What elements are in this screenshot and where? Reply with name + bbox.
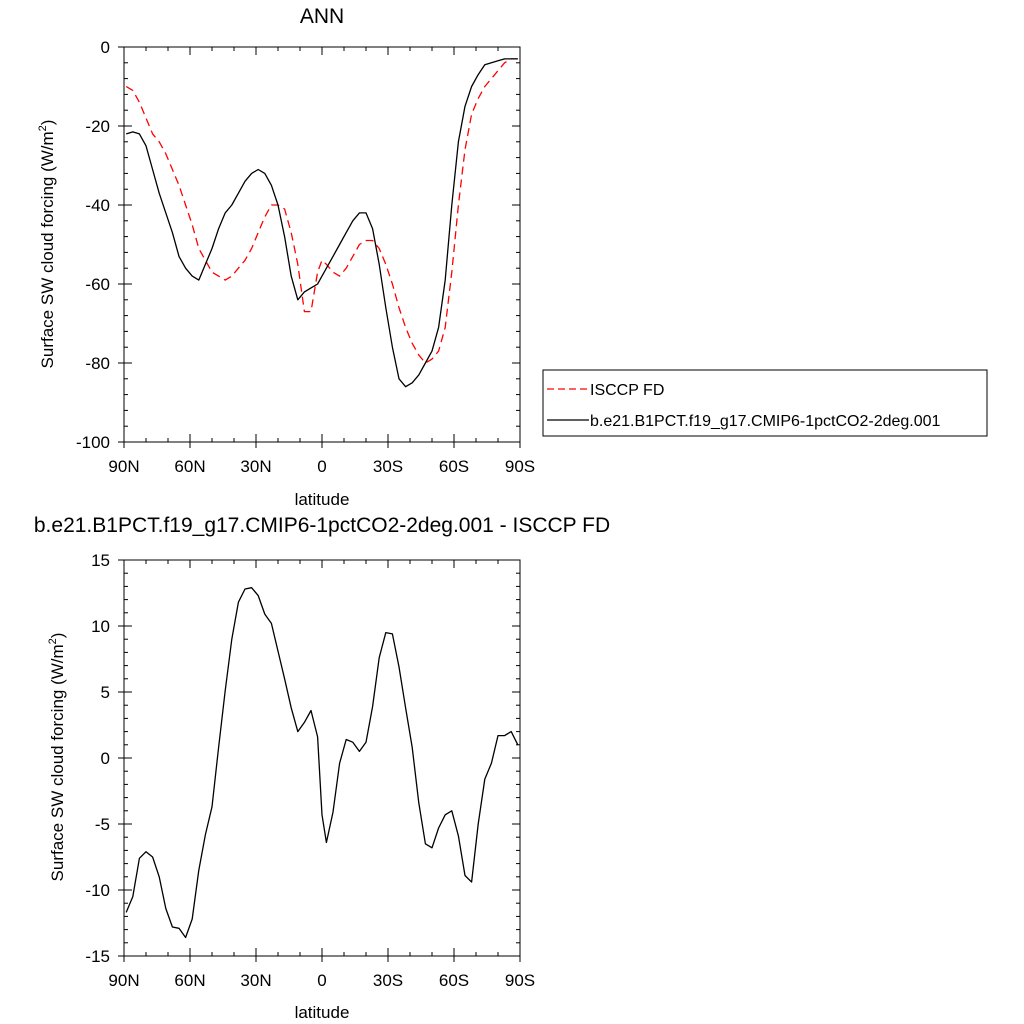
panel1-x-axis-label: latitude (295, 490, 350, 509)
panel2-series (125, 587, 519, 939)
panel1-y-tick-label: -80 (85, 354, 110, 373)
panel2-y-axis-label-sup: 2 (47, 638, 59, 644)
panel1-series-line-model (126, 58, 518, 388)
panel1-x-tick-label: 30N (240, 457, 271, 476)
panel1-y-tick-label: -20 (85, 117, 110, 136)
panel2-y-tick-label: -10 (85, 881, 110, 900)
panel1-ticks (118, 46, 521, 448)
panel1-x-tick-label: 30S (373, 457, 403, 476)
panel2-x-axis-label: latitude (295, 1003, 350, 1022)
legend-label-obs: ISCCP FD (590, 382, 664, 399)
panel1-x-tick-label: 60N (174, 457, 205, 476)
legend-box (542, 369, 988, 437)
panel1-title: ANN (300, 5, 344, 28)
panel2-title: b.e21.B1PCT.f19_g17.CMIP6-1pctCO2-2deg.0… (34, 514, 610, 537)
panel2-y-tick-label: 5 (101, 683, 110, 702)
panel2-ticks (118, 559, 521, 962)
panel2-y-axis-label-end: ) (48, 633, 67, 639)
panel2-y-tick-label: 0 (101, 749, 110, 768)
panel2-y-tick-label: 10 (91, 617, 110, 636)
panel1-y-axis-label: Surface SW cloud forcing (W/m2) (37, 120, 57, 369)
panel1-x-tick-label: 60S (439, 457, 469, 476)
panel2-x-tick-label: 30N (240, 971, 271, 990)
panel1-y-tick-label: 0 (101, 38, 110, 57)
panel1-y-axis-label-sup: 2 (37, 125, 49, 131)
panel2-x-tick-labels: 90N 60N 30N 0 30S 60S 90S (108, 971, 535, 990)
panel1-y-axis-label-end: ) (38, 120, 57, 126)
panel1-x-tick-labels: 90N 60N 30N 0 30S 60S 90S (108, 457, 535, 476)
panel2-x-tick-label: 90N (108, 971, 139, 990)
panel1-x-tick-label: 90N (108, 457, 139, 476)
panel2-x-tick-label: 0 (317, 971, 326, 990)
panel1-legend: ISCCP FD b.e21.B1PCT.f19_g17.CMIP6-1pctC… (542, 369, 988, 437)
panel2-plot-frame (123, 559, 521, 957)
panel2-y-tick-label: -5 (95, 815, 110, 834)
panel2-x-tick-label: 90S (505, 971, 535, 990)
panel2-x-tick-label: 60N (174, 971, 205, 990)
panel2-x-tick-label: 60S (439, 971, 469, 990)
panel1-plot-frame (123, 46, 521, 443)
panel1-series-line-obs (125, 58, 518, 364)
panel2-y-axis-label: Surface SW cloud forcing (W/m2) (47, 633, 67, 882)
panel-annual-mean: ANN 0-20-40-60-80-100 90N 60N 30N 0 30S 60S 90… (37, 5, 988, 509)
panel1-x-tick-label: 0 (317, 457, 326, 476)
panel1-x-tick-label: 90S (505, 457, 535, 476)
legend-label-model: b.e21.B1PCT.f19_g17.CMIP6-1pctCO2-2deg.0… (590, 413, 941, 430)
panel2-y-axis-label-main: Surface SW cloud forcing (W/m (48, 644, 67, 881)
panel2-y-tick-label: -15 (85, 947, 110, 966)
panel2-y-tick-label: 15 (91, 551, 110, 570)
panel1-y-tick-label: -40 (85, 196, 110, 215)
panel2-series-line-model (125, 587, 519, 939)
panel1-y-tick-labels: 0 -20 -40 -60 -80 -100 (76, 38, 110, 452)
panel1-y-axis-label-main: Surface SW cloud forcing (W/m (38, 131, 57, 368)
panel2-x-tick-label: 30S (373, 971, 403, 990)
panel2-y-tick-labels: 15 10 5 0 -5 -10 -15 (85, 551, 110, 966)
panel-difference: b.e21.B1PCT.f19_g17.CMIP6-1pctCO2-2deg.0… (34, 514, 610, 1022)
panel1-y-tick-label: -60 (85, 275, 110, 294)
panel1-y-tick-label: -100 (76, 433, 110, 452)
panel1-series (125, 58, 518, 388)
